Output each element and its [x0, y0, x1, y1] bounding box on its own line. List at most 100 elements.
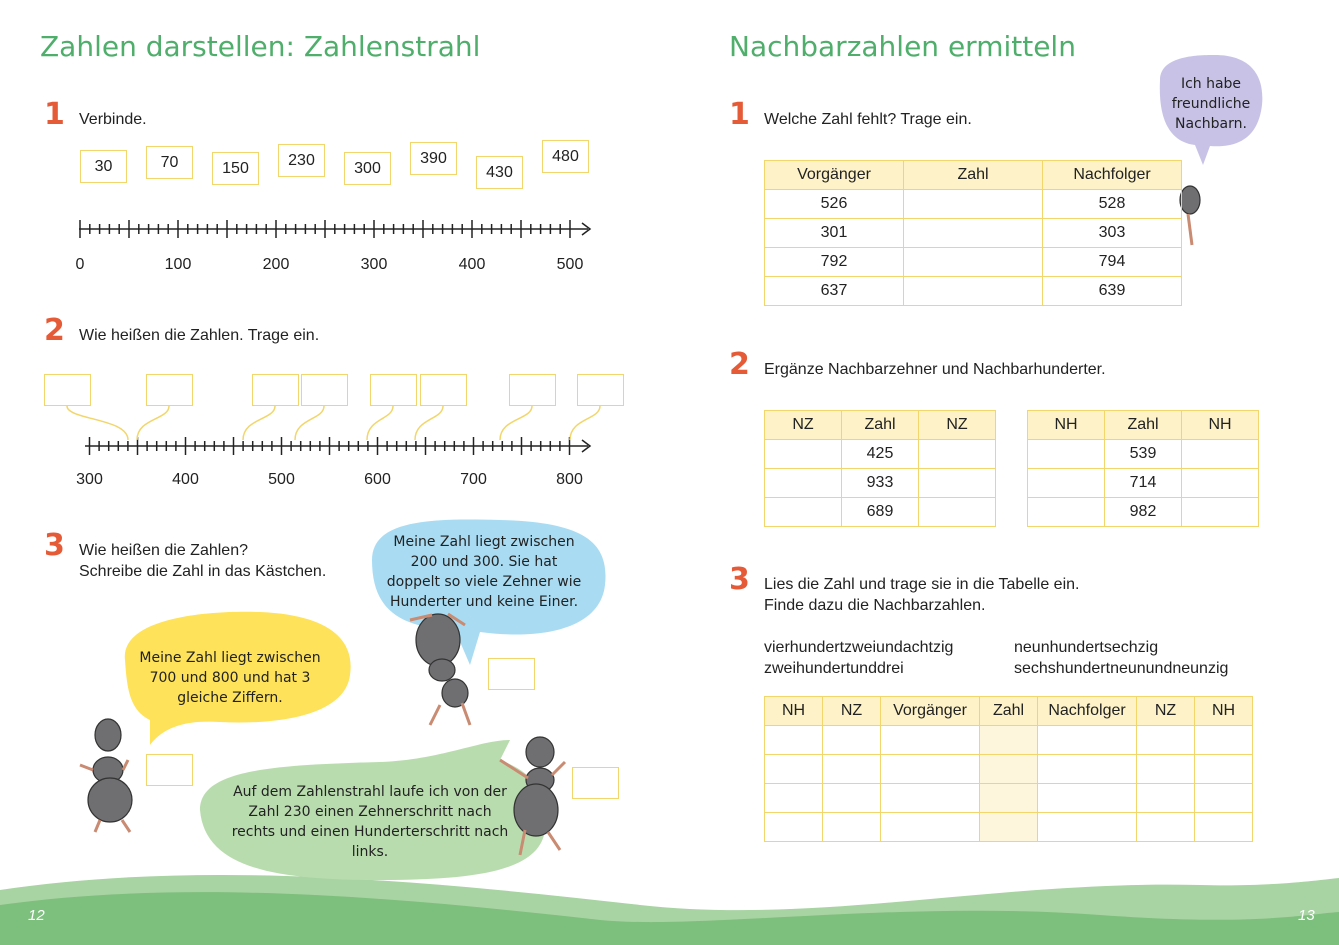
page-title: Zahlen darstellen: Zahlenstrahl	[40, 30, 481, 63]
task-text: Verbinde.	[79, 111, 147, 128]
header-cell: NH	[1027, 410, 1105, 440]
answer-box	[420, 374, 467, 406]
answer-box	[577, 374, 624, 406]
cell: 637	[764, 276, 904, 306]
cell: 792	[764, 247, 904, 277]
header-row: NH Zahl NH	[1027, 410, 1259, 440]
cell	[1136, 783, 1195, 813]
number-card: 230	[278, 144, 325, 177]
header-cell: NH	[764, 696, 823, 726]
header-cell: Nachfolger	[1037, 696, 1137, 726]
cell	[1027, 468, 1105, 498]
table-row: 689	[764, 497, 996, 527]
answer-box	[252, 374, 299, 406]
header-cell: NZ	[918, 410, 996, 440]
cell	[880, 725, 980, 755]
ant-figures	[87, 185, 1201, 837]
header-cell: Zahl	[979, 696, 1038, 726]
header-cell: NZ	[1136, 696, 1195, 726]
number-card: 70	[146, 146, 193, 179]
cell	[1194, 754, 1253, 784]
connectors	[66, 405, 601, 441]
connector	[66, 405, 129, 441]
cell: 714	[1104, 468, 1182, 498]
axis-label: 500	[268, 471, 295, 488]
cell	[764, 468, 842, 498]
answer-box	[301, 374, 348, 406]
connector	[414, 405, 444, 441]
header-cell: NH	[1181, 410, 1259, 440]
neighbor-table: Vorgänger Zahl Nachfolger 526 528 301 303 792 79…	[764, 160, 1182, 306]
cell	[880, 783, 980, 813]
task-number: 3	[729, 562, 750, 597]
task-number: 2	[44, 313, 65, 348]
bubble-yellow	[124, 611, 351, 745]
task-number: 1	[729, 97, 750, 132]
header-row: NZ Zahl NZ	[764, 410, 996, 440]
number-word: zweihundertunddrei	[764, 660, 904, 677]
table-row: 301 303	[764, 218, 1182, 248]
table-row: 425	[764, 439, 996, 469]
answer-box	[509, 374, 556, 406]
cell	[979, 783, 1038, 813]
table-row	[764, 754, 1253, 784]
page-number: 13	[1298, 907, 1315, 924]
speech-text: Auf dem Zahlenstrahl laufe ich von der Z…	[231, 784, 509, 860]
cell	[822, 783, 881, 813]
cell	[822, 725, 881, 755]
axis-label: 800	[556, 471, 583, 488]
cell: 982	[1104, 497, 1182, 527]
cell	[979, 812, 1038, 842]
cell	[1181, 468, 1259, 498]
wave-front	[0, 892, 1339, 945]
cell	[1027, 497, 1105, 527]
table-row: 933	[764, 468, 996, 498]
speech-text: Meine Zahl liegt zwischen 700 und 800 un…	[139, 650, 321, 706]
cell	[979, 725, 1038, 755]
axis-label: 200	[262, 256, 290, 273]
header-cell: Nachfolger	[1042, 160, 1182, 190]
header-row: Vorgänger Zahl Nachfolger	[764, 160, 1182, 190]
task-number: 3	[44, 528, 65, 563]
table-row	[764, 783, 1253, 813]
number-word: sechshundertneunundneunzig	[1014, 660, 1229, 677]
connector	[294, 405, 325, 441]
number-card: 300	[344, 152, 391, 185]
table-row: 539	[1027, 439, 1259, 469]
connector	[136, 405, 170, 441]
nz-table: NZ Zahl NZ 425 933 689	[764, 410, 996, 527]
nh-table: NH Zahl NH 539 714 982	[1027, 410, 1259, 527]
header-cell: NZ	[822, 696, 881, 726]
cell: 539	[1104, 439, 1182, 469]
answer-box	[146, 374, 193, 406]
connector	[569, 405, 601, 441]
cell	[1194, 783, 1253, 813]
cell	[1037, 783, 1137, 813]
cell	[1037, 754, 1137, 784]
table-row: 526 528	[764, 189, 1182, 219]
axis-label: 400	[458, 256, 486, 273]
cell	[880, 754, 980, 784]
cell	[918, 468, 996, 498]
ant-limbs	[79, 213, 1194, 856]
number-card: 390	[410, 142, 457, 175]
answer-box	[488, 658, 535, 690]
task-text: Finde dazu die Nachbarzahlen.	[764, 597, 986, 614]
header-cell: NH	[1194, 696, 1253, 726]
page-title: Nachbarzahlen ermitteln	[729, 30, 1076, 63]
cell: 794	[1042, 247, 1182, 277]
cell: 639	[1042, 276, 1182, 306]
table-row: 637 639	[764, 276, 1182, 306]
cell	[903, 189, 1043, 219]
header-cell: Vorgänger	[764, 160, 904, 190]
cell	[1037, 812, 1137, 842]
cell	[764, 783, 823, 813]
axis-label: 600	[364, 471, 391, 488]
cell: 301	[764, 218, 904, 248]
header-row: NH NZ Vorgänger Zahl Nachfolger NZ NH	[764, 696, 1253, 726]
table-row	[764, 812, 1253, 842]
cell	[764, 497, 842, 527]
connector	[366, 405, 394, 441]
cell	[764, 439, 842, 469]
